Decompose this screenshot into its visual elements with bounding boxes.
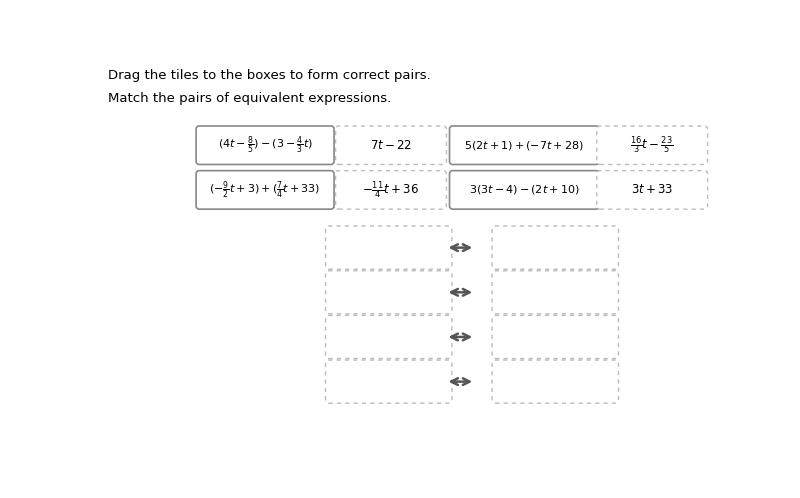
FancyBboxPatch shape	[336, 171, 446, 209]
Text: $\frac{16}{3}t-\frac{23}{5}$: $\frac{16}{3}t-\frac{23}{5}$	[630, 134, 674, 156]
FancyBboxPatch shape	[196, 171, 334, 209]
Text: $(4t-\frac{8}{5})-(3-\frac{4}{3}t)$: $(4t-\frac{8}{5})-(3-\frac{4}{3}t)$	[218, 134, 313, 156]
Text: $3(3t-4)-(2t+10)$: $3(3t-4)-(2t+10)$	[469, 183, 580, 196]
FancyBboxPatch shape	[597, 171, 708, 209]
Text: $5(2t+1)+(-7t+28)$: $5(2t+1)+(-7t+28)$	[464, 139, 584, 152]
FancyBboxPatch shape	[492, 226, 618, 269]
FancyBboxPatch shape	[326, 360, 452, 403]
Text: $-\frac{11}{4}t+36$: $-\frac{11}{4}t+36$	[362, 179, 419, 201]
FancyBboxPatch shape	[196, 126, 334, 164]
FancyBboxPatch shape	[492, 315, 618, 359]
FancyBboxPatch shape	[326, 226, 452, 269]
FancyBboxPatch shape	[326, 271, 452, 314]
FancyBboxPatch shape	[597, 126, 708, 164]
FancyBboxPatch shape	[450, 171, 599, 209]
Text: Drag the tiles to the boxes to form correct pairs.: Drag the tiles to the boxes to form corr…	[108, 69, 430, 82]
Text: $7t-22$: $7t-22$	[370, 139, 412, 152]
Text: $(-\frac{9}{2}t+3)+(\frac{7}{4}t+33)$: $(-\frac{9}{2}t+3)+(\frac{7}{4}t+33)$	[210, 179, 321, 201]
FancyBboxPatch shape	[492, 271, 618, 314]
Text: Match the pairs of equivalent expressions.: Match the pairs of equivalent expression…	[108, 92, 391, 105]
FancyBboxPatch shape	[336, 126, 446, 164]
FancyBboxPatch shape	[326, 315, 452, 359]
Text: $3t+33$: $3t+33$	[631, 183, 674, 196]
FancyBboxPatch shape	[450, 126, 599, 164]
FancyBboxPatch shape	[492, 360, 618, 403]
